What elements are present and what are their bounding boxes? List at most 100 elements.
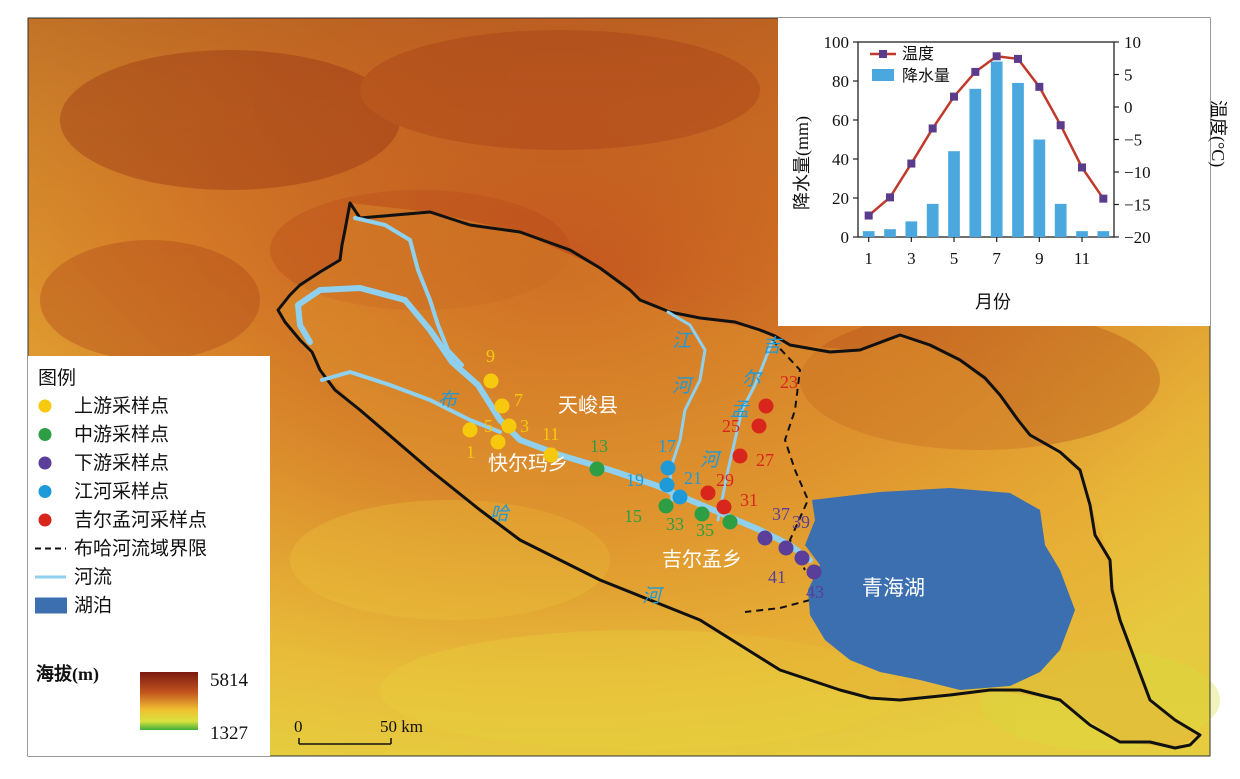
sample-label-19: 19 <box>626 470 644 490</box>
sample-label-21: 21 <box>684 468 702 488</box>
precip-bar-3 <box>905 221 918 237</box>
y-tick-label: 40 <box>832 150 849 169</box>
jiang-river-char-1: 江 <box>672 330 693 352</box>
sample-label-29: 29 <box>716 470 734 490</box>
precip-bar-12 <box>1097 231 1110 237</box>
sub-basin-dashed-line <box>744 339 811 613</box>
legend-panel: 图例 上游采样点中游采样点下游采样点江河采样点吉尔孟河采样点布哈河流域界限河流湖… <box>28 356 270 756</box>
sample-label-1: 1 <box>466 442 475 462</box>
chart-xlabel: 月份 <box>975 292 1011 313</box>
sample-label-23: 23 <box>780 372 798 392</box>
legend-label: 布哈河流域界限 <box>74 538 207 560</box>
temperature-line <box>867 54 1105 217</box>
legend-label: 吉尔孟河采样点 <box>74 509 207 531</box>
y2-tick-label: −5 <box>1124 131 1142 150</box>
precip-bar-2 <box>884 229 896 237</box>
sample-point-31 <box>716 499 732 515</box>
sample-point-3 <box>501 418 517 434</box>
legend-label: 中游采样点 <box>74 424 169 446</box>
basin-boundary <box>276 201 1202 750</box>
sample-label-11: 11 <box>542 424 559 444</box>
y2-tick-label: −10 <box>1124 163 1151 182</box>
temperature-point-10 <box>1056 121 1065 130</box>
precip-bar-9 <box>1033 139 1046 237</box>
legend-item-4: 吉尔孟河采样点 <box>38 509 207 531</box>
legend-item-2: 下游采样点 <box>38 452 169 474</box>
temperature-point-4 <box>928 124 937 133</box>
sample-label-39: 39 <box>792 512 810 532</box>
legend-title: 图例 <box>38 367 76 389</box>
x-tick-label: 9 <box>1035 249 1044 268</box>
scale-zero: 0 <box>294 717 303 736</box>
legend-item-6: 河流 <box>35 566 112 588</box>
precip-bar-1 <box>862 231 875 237</box>
x-tick-label: 5 <box>950 249 959 268</box>
river-names: 布 哈 河 江 河 吉 尔 孟 河 <box>438 330 784 607</box>
sample-point-41 <box>794 550 810 566</box>
jierm-river-char-3: 孟 <box>730 399 750 421</box>
x-tick-label: 7 <box>992 249 1001 268</box>
legend-label: 下游采样点 <box>74 452 169 474</box>
sample-point-25 <box>751 418 767 434</box>
sample-point-7 <box>494 398 510 414</box>
y-tick-label: 100 <box>824 33 850 52</box>
temperature-point-11 <box>1078 163 1086 172</box>
temperature-point-1 <box>864 211 873 220</box>
sample-label-27: 27 <box>756 450 774 470</box>
sample-label-9: 9 <box>486 346 495 366</box>
rivers <box>295 216 813 563</box>
sample-label-33: 33 <box>666 514 684 534</box>
sample-point-13 <box>589 461 605 477</box>
y-tick-label: 60 <box>832 111 849 130</box>
temperature-point-7 <box>992 52 1001 61</box>
legend-symbol-dot <box>38 485 52 498</box>
y2-tick-label: 0 <box>1124 98 1133 117</box>
legend-symbol-dot <box>38 399 52 413</box>
sample-point-9 <box>483 373 499 389</box>
legend-item-5: 布哈河流域界限 <box>35 538 207 560</box>
temperature-point-5 <box>950 92 958 101</box>
sample-point-29 <box>700 485 716 501</box>
sample-point-1 <box>462 422 478 438</box>
sample-point-35 <box>722 514 738 530</box>
temperature-point-6 <box>971 67 980 76</box>
legend-item-7: 湖泊 <box>35 595 112 617</box>
chart-legend-bar-symbol <box>872 69 894 81</box>
sample-label-37: 37 <box>772 504 790 524</box>
sample-label-3: 3 <box>520 416 529 436</box>
sample-point-19 <box>659 477 675 493</box>
temperature-point-2 <box>886 193 894 202</box>
sample-point-37 <box>757 530 773 546</box>
y2-tick-label: −20 <box>1124 228 1151 247</box>
place-names: 天峻县 快尔玛乡 吉尔孟乡 青海湖 <box>488 393 925 600</box>
chart-legend-temperature: 温度 <box>902 44 934 63</box>
temperature-point-3 <box>907 159 916 168</box>
legend-symbol-dot <box>38 428 52 441</box>
sample-label-43: 43 <box>806 582 824 602</box>
legend-label: 上游采样点 <box>74 395 169 417</box>
sample-label-41: 41 <box>768 567 786 587</box>
precip-bar-5 <box>948 151 960 237</box>
temperature-point-9 <box>1035 82 1044 91</box>
temperature-point-12 <box>1099 194 1108 203</box>
sample-point-33 <box>694 506 710 522</box>
lake-label: 青海湖 <box>862 576 925 600</box>
buha-river-char-2: 哈 <box>490 503 511 525</box>
x-tick-label: 11 <box>1074 249 1090 268</box>
precip-bar-8 <box>1012 82 1024 237</box>
sample-label-13: 13 <box>590 436 608 456</box>
sample-point-23 <box>758 398 774 414</box>
sample-point-21 <box>672 489 688 505</box>
legend-label: 江河采样点 <box>74 481 169 503</box>
elevation-min: 1327 <box>210 723 248 744</box>
y2-tick-label: 10 <box>1124 33 1141 52</box>
sample-point-5 <box>490 434 506 450</box>
precip-bar-10 <box>1054 203 1067 237</box>
legend-item-3: 江河采样点 <box>38 481 169 503</box>
sample-label-7: 7 <box>514 390 523 410</box>
jierm-river-char-4: 河 <box>700 449 723 471</box>
precip-bar-11 <box>1076 231 1088 237</box>
